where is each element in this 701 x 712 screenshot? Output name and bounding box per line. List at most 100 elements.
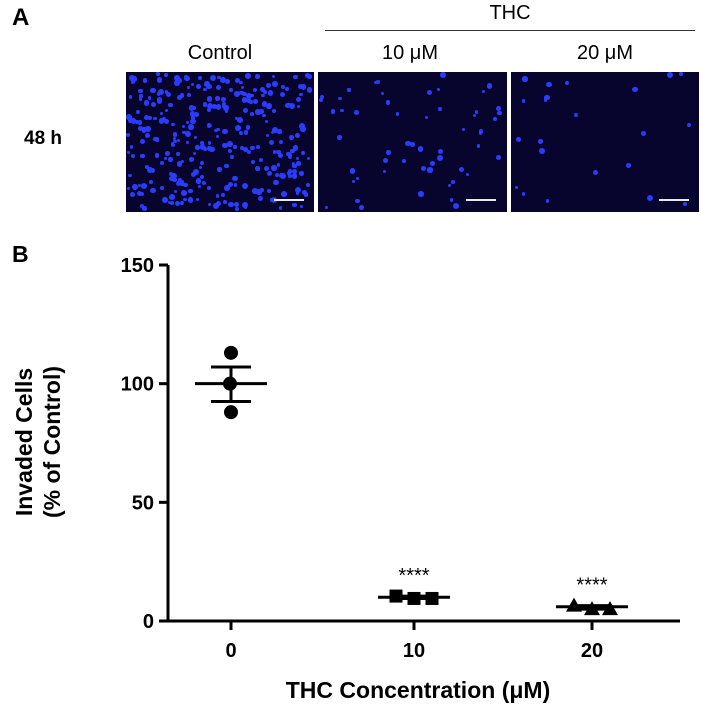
- cell-nucleus: [165, 109, 169, 113]
- cell-nucleus: [303, 192, 308, 197]
- cell-nucleus: [142, 78, 147, 83]
- cell-nucleus: [543, 98, 548, 102]
- cell-nucleus: [294, 187, 301, 194]
- cell-nucleus: [544, 94, 550, 101]
- cell-nucleus: [275, 172, 279, 177]
- cell-nucleus: [293, 145, 299, 151]
- cell-nucleus: [158, 118, 165, 124]
- cell-nucleus: [174, 200, 180, 207]
- cell-nucleus: [136, 191, 142, 197]
- cell-nucleus: [181, 124, 186, 129]
- cell-nucleus: [177, 94, 183, 100]
- cell-nucleus: [145, 126, 151, 133]
- cell-nucleus: [189, 157, 194, 163]
- cell-nucleus: [287, 173, 292, 178]
- cell-nucleus: [179, 200, 185, 206]
- cell-nucleus: [450, 179, 456, 184]
- cell-nucleus: [224, 163, 229, 169]
- cell-nucleus: [249, 100, 253, 104]
- cell-nucleus: [145, 165, 150, 170]
- cell-nucleus: [225, 110, 229, 114]
- cell-nucleus: [214, 128, 218, 132]
- cell-nucleus: [272, 150, 277, 154]
- cell-nucleus: [278, 153, 283, 159]
- cell-nucleus: [206, 83, 213, 90]
- cell-nucleus: [276, 163, 281, 167]
- cell-nucleus: [208, 123, 212, 128]
- cell-nucleus: [476, 144, 481, 148]
- cell-nucleus: [131, 153, 136, 158]
- cell-nucleus: [264, 119, 269, 123]
- cell-nucleus: [164, 90, 169, 94]
- cell-nucleus: [232, 175, 238, 182]
- cell-nucleus: [192, 168, 199, 175]
- cell-nucleus: [235, 207, 239, 211]
- cell-nucleus: [175, 180, 181, 186]
- cell-nucleus: [287, 154, 293, 159]
- cell-nucleus: [305, 182, 310, 187]
- cell-nucleus: [289, 134, 294, 140]
- cell-nucleus: [207, 103, 214, 110]
- cell-nucleus: [278, 205, 283, 210]
- cell-nucleus: [307, 87, 313, 93]
- thc-group-line: [325, 30, 695, 31]
- cell-nucleus: [538, 139, 543, 144]
- cell-nucleus: [228, 149, 233, 154]
- cell-nucleus: [632, 86, 638, 92]
- cell-nucleus: [185, 120, 189, 124]
- cell-nucleus: [288, 102, 295, 109]
- cell-nucleus: [293, 74, 299, 80]
- cell-nucleus: [280, 191, 287, 198]
- cell-nucleus: [187, 197, 193, 203]
- cell-nucleus: [168, 171, 173, 176]
- cell-nucleus: [250, 112, 254, 116]
- cell-nucleus: [172, 177, 177, 183]
- cell-nucleus: [211, 103, 218, 110]
- cell-nucleus: [236, 116, 243, 123]
- cell-nucleus: [128, 75, 135, 82]
- cell-nucleus: [180, 159, 185, 164]
- cell-nucleus: [240, 146, 244, 150]
- cell-nucleus: [291, 173, 298, 179]
- cell-nucleus: [296, 96, 302, 102]
- cell-nucleus: [687, 122, 692, 127]
- cell-nucleus: [239, 130, 244, 135]
- cell-nucleus: [222, 128, 228, 135]
- cell-nucleus: [137, 184, 141, 188]
- cell-nucleus: [424, 115, 429, 120]
- cell-nucleus: [280, 172, 287, 179]
- cell-nucleus: [288, 169, 293, 175]
- cell-nucleus: [234, 91, 241, 98]
- cell-nucleus: [128, 118, 133, 123]
- cell-nucleus: [141, 126, 147, 132]
- cell-nucleus: [199, 174, 205, 180]
- cell-nucleus: [156, 99, 162, 105]
- cell-nucleus: [429, 161, 435, 167]
- column-label-control: Control: [187, 42, 253, 64]
- cell-nucleus: [386, 150, 391, 155]
- cell-nucleus: [129, 145, 134, 149]
- cell-nucleus: [241, 183, 248, 190]
- cell-nucleus: [193, 112, 199, 118]
- cell-nucleus: [165, 91, 172, 98]
- cell-nucleus: [186, 140, 190, 145]
- cell-nucleus: [297, 84, 303, 89]
- cell-nucleus: [291, 162, 296, 166]
- cell-nucleus: [338, 96, 342, 101]
- cell-nucleus: [353, 109, 360, 116]
- cell-nucleus: [227, 141, 233, 147]
- x-tick-label: 10: [403, 640, 425, 662]
- cell-nucleus: [182, 131, 186, 135]
- cell-nucleus: [278, 140, 283, 145]
- cell-nucleus: [126, 186, 131, 191]
- row-label-48h: 48 h: [24, 128, 63, 149]
- cell-nucleus: [162, 117, 167, 122]
- cell-nucleus: [170, 143, 175, 147]
- cell-nucleus: [129, 191, 135, 197]
- cell-nucleus: [163, 156, 167, 160]
- cell-nucleus: [286, 151, 291, 157]
- cell-nucleus: [296, 161, 301, 166]
- cell-nucleus: [539, 148, 546, 155]
- cell-nucleus: [306, 157, 310, 161]
- cell-nucleus: [159, 112, 163, 116]
